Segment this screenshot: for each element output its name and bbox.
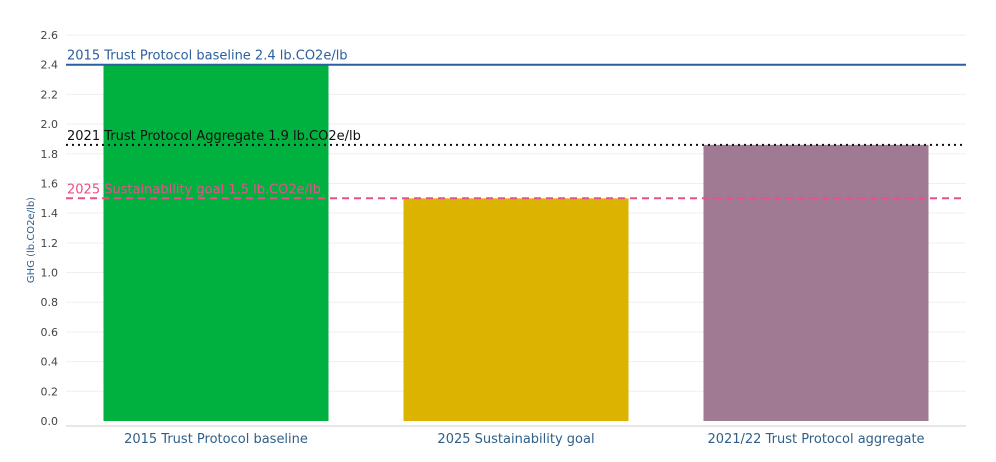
reference-line-label: 2015 Trust Protocol baseline 2.4 lb.CO2e… bbox=[67, 49, 348, 64]
y-tick-label: 1.4 bbox=[41, 207, 59, 220]
y-axis-label: GHG (lb.CO2e/lb) bbox=[26, 197, 37, 283]
x-category-labels: 2015 Trust Protocol baseline 2025 Sustain… bbox=[124, 432, 924, 447]
y-tick-label: 0.4 bbox=[41, 356, 59, 369]
axis-layer: GHG (lb.CO2e/lb) bbox=[26, 197, 966, 427]
y-tick-label: 2.4 bbox=[41, 59, 59, 72]
bar bbox=[403, 198, 629, 421]
x-category-label: 2021/22 Trust Protocol aggregate bbox=[707, 432, 924, 447]
bar bbox=[703, 144, 929, 421]
x-category-label: 2015 Trust Protocol baseline bbox=[124, 432, 308, 447]
y-tick-label: 1.8 bbox=[41, 148, 59, 161]
y-tick-label: 0.6 bbox=[41, 326, 59, 339]
y-tick-label: 1.2 bbox=[41, 237, 59, 250]
y-tick-label: 1.6 bbox=[41, 177, 59, 190]
y-tick-label: 0.8 bbox=[41, 296, 59, 309]
y-tick-label: 0.2 bbox=[41, 385, 59, 398]
reference-lines: 2015 Trust Protocol baseline 2.4 lb.CO2e… bbox=[66, 49, 966, 200]
reference-line-label: 2025 Sustainability goal 1.5 lb.CO2e/lb bbox=[67, 182, 321, 197]
y-tick-labels: 0.0 0.2 0.4 0.6 0.8 1.0 1.2 1.4 1.6 1.8 2.0 2.2 2.4 2… bbox=[41, 29, 59, 428]
reference-line-label: 2021 Trust Protocol Aggregate 1.9 lb.CO2… bbox=[67, 129, 361, 144]
x-category-label: 2025 Sustainability goal bbox=[437, 432, 594, 447]
y-tick-label: 2.6 bbox=[41, 29, 59, 42]
y-tick-label: 2.0 bbox=[41, 118, 59, 131]
bar-layer bbox=[103, 64, 929, 421]
y-tick-label: 1.0 bbox=[41, 267, 59, 280]
y-tick-label: 0.0 bbox=[41, 415, 59, 428]
bar bbox=[103, 64, 329, 421]
y-tick-label: 2.2 bbox=[41, 88, 59, 101]
